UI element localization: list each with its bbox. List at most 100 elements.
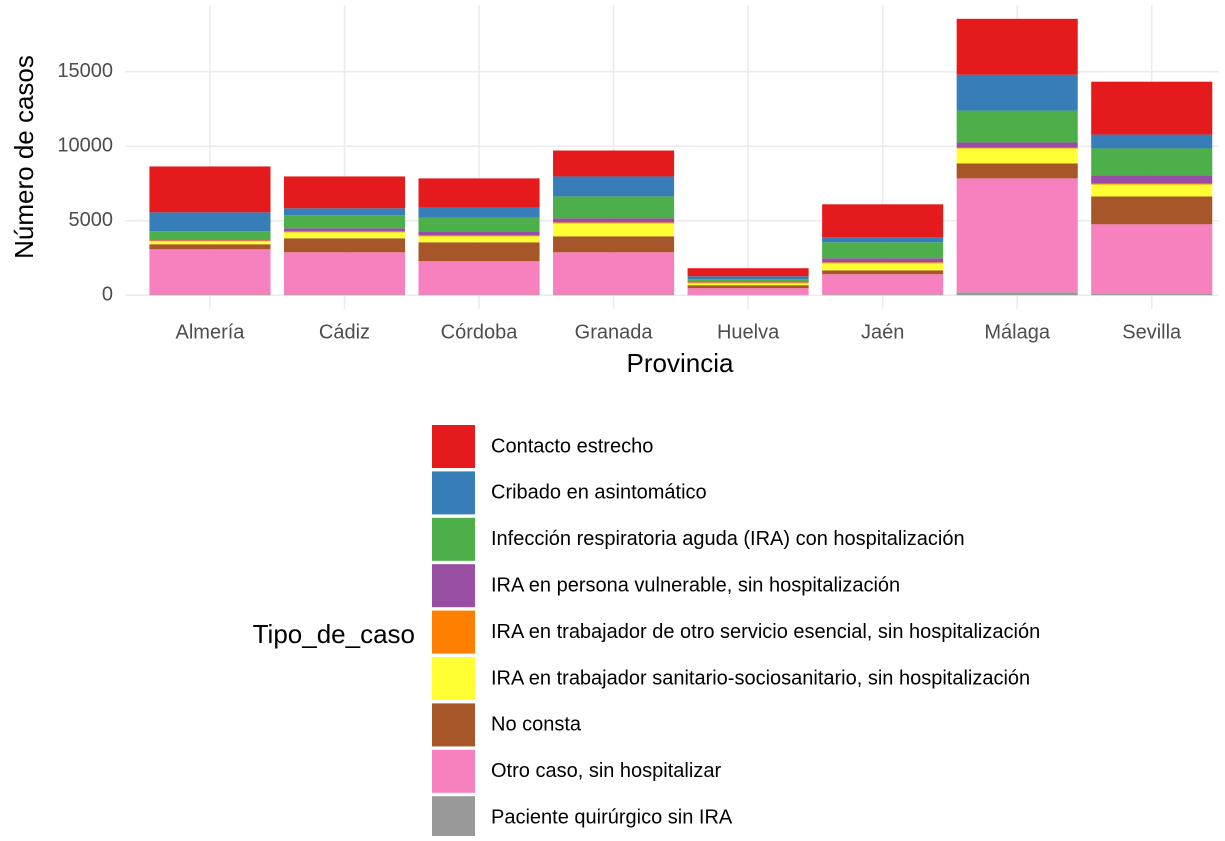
y-tick-label: 0	[102, 283, 113, 305]
bar-segment	[284, 208, 405, 215]
legend-key	[432, 657, 475, 700]
x-tick-label: Cádiz	[319, 321, 370, 343]
bar-segment	[553, 151, 674, 177]
x-tick-label: Málaga	[984, 321, 1050, 343]
x-tick-label: Huelva	[717, 321, 780, 343]
bar-segment	[149, 231, 270, 239]
legend-label: No consta	[491, 714, 582, 736]
bar-segment	[688, 268, 809, 276]
legend-key	[432, 611, 475, 654]
legend-label: IRA en persona vulnerable, sin hospitali…	[491, 574, 900, 596]
x-tick-label: Granada	[575, 321, 654, 343]
bar-segment	[419, 231, 540, 235]
legend-label: Contacto estrecho	[491, 435, 653, 457]
bar-segment	[284, 231, 405, 232]
bar-segment	[1091, 135, 1212, 149]
bar-segment	[149, 166, 270, 212]
legend-key	[432, 518, 475, 561]
y-axis-title: Número de casos	[9, 55, 39, 259]
bar-segment	[419, 178, 540, 207]
bar-segment	[688, 282, 809, 283]
bar-segment	[553, 236, 674, 252]
legend-key	[432, 703, 475, 746]
bar-segment	[688, 283, 809, 285]
legend-label: IRA en trabajador de otro servicio esenc…	[491, 621, 1040, 643]
bar-segment	[957, 142, 1078, 147]
bar-segment	[1091, 175, 1212, 183]
legend-label: Cribado en asintomático	[491, 482, 707, 504]
legend-key	[432, 564, 475, 607]
bar-segment	[1091, 184, 1212, 196]
bar-segment	[957, 178, 1078, 292]
bar-segment	[284, 215, 405, 228]
bar-segment	[822, 237, 943, 242]
bar-segment	[822, 258, 943, 262]
bar-segment	[419, 295, 540, 296]
bar-segment	[553, 218, 674, 222]
bar-segment	[419, 207, 540, 217]
bar-segment	[149, 241, 270, 244]
bar-segment	[957, 148, 1078, 163]
bar-segment	[149, 249, 270, 294]
x-tick-label: Córdoba	[441, 321, 519, 343]
bar-segment	[1091, 82, 1212, 135]
bar-segment	[419, 242, 540, 261]
bar-segment	[957, 148, 1078, 149]
legend-key	[432, 471, 475, 514]
x-tick-label: Jaén	[861, 321, 904, 343]
legend-label: Otro caso, sin hospitalizar	[491, 760, 721, 782]
bar-segment	[957, 163, 1078, 178]
y-tick-label: 5000	[69, 209, 114, 231]
bar-segment	[822, 242, 943, 258]
bar-segment	[1091, 183, 1212, 184]
bar-segment	[284, 228, 405, 231]
legend-label: Paciente quirúrgico sin IRA	[491, 806, 733, 828]
bar-segment	[822, 274, 943, 294]
bar-segment	[688, 276, 809, 279]
bar-segment	[688, 281, 809, 282]
bar-segment	[957, 75, 1078, 111]
bar-segment	[284, 238, 405, 252]
legend-key	[432, 750, 475, 793]
bar-segment	[149, 212, 270, 231]
bar-segment	[553, 223, 674, 236]
x-axis-title: Provincia	[627, 348, 734, 378]
bar-segment	[553, 222, 674, 223]
bar-segment	[553, 294, 674, 295]
bar-segment	[957, 111, 1078, 143]
bar-segment	[149, 239, 270, 240]
bar-segment	[957, 19, 1078, 75]
bar-segment	[149, 244, 270, 249]
legend-title: Tipo_de_caso	[253, 619, 415, 649]
legend-key	[432, 796, 475, 836]
bar-segment	[419, 235, 540, 236]
bar-segment	[553, 252, 674, 294]
y-tick-label: 10000	[57, 134, 113, 156]
bar-segment	[284, 232, 405, 238]
bar-segment	[284, 176, 405, 208]
bar-segment	[284, 252, 405, 294]
bar-segment	[1091, 294, 1212, 295]
bar-segment	[822, 263, 943, 270]
bar-segment	[822, 270, 943, 274]
legend-label: IRA en trabajador sanitario-sociosanitar…	[491, 667, 1030, 689]
bar-segment	[1091, 224, 1212, 294]
bar-segment	[419, 217, 540, 231]
bar-segment	[688, 288, 809, 295]
bar-segment	[284, 294, 405, 295]
bar-segment	[1091, 148, 1212, 175]
bar-segment	[1091, 196, 1212, 224]
bar-segment	[822, 262, 943, 263]
bar-segment	[822, 294, 943, 295]
y-tick-label: 15000	[57, 60, 113, 82]
bar-segment	[688, 285, 809, 288]
bar-segment	[553, 176, 674, 196]
legend-label: Infección respiratoria aguda (IRA) con h…	[491, 528, 965, 550]
x-tick-label: Sevilla	[1122, 321, 1182, 343]
bar-segment	[419, 261, 540, 294]
bar-segment	[688, 279, 809, 281]
x-tick-label: Almería	[176, 321, 246, 343]
bar-segment	[149, 240, 270, 241]
bar-segment	[957, 292, 1078, 295]
bar-segment	[419, 236, 540, 242]
